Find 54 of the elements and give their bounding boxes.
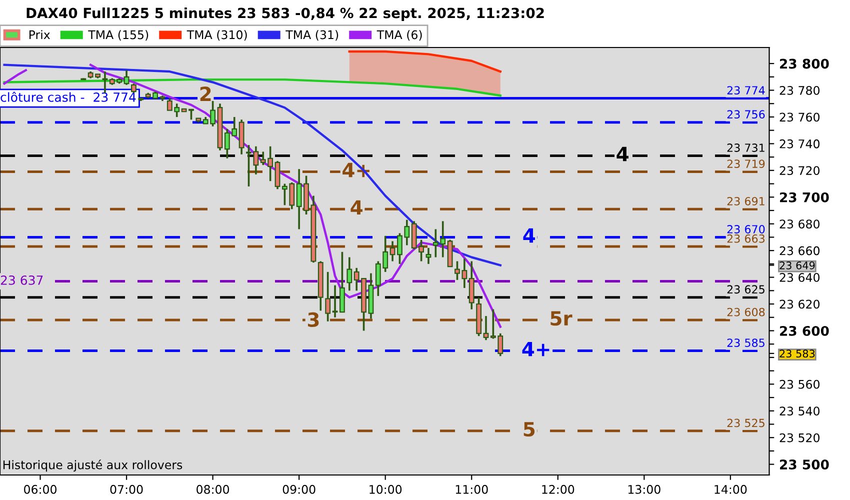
y-tick-label: 23 760 [780, 112, 820, 122]
y-tick-label: 23 680 [780, 220, 820, 228]
y-tick-label: 23 520 [780, 433, 820, 442]
x-tick-label: 13:00 [628, 484, 660, 494]
y-tick-label: 23 660 [780, 246, 820, 256]
annotation: 4 [350, 200, 362, 215]
y-tick-label: 23 583 [780, 350, 815, 358]
ref-line-label: 23 663 [727, 234, 765, 243]
y-tick-label: 23 540 [780, 406, 820, 416]
y-tick-label: 23 600 [780, 326, 829, 336]
annotation: 2 [200, 86, 211, 101]
annotation: 5 [524, 422, 535, 437]
legend-label: TMA (31) [286, 30, 338, 41]
ref-line-label: 23 756 [727, 110, 765, 119]
ref-line-label: 23 525 [727, 418, 764, 428]
annotation: Historique ajusté aux rollovers [3, 460, 182, 472]
x-tick-label: 11:00 [456, 484, 488, 494]
ref-line-label: 23 625 [727, 285, 764, 294]
y-tick-label: 23 700 [780, 192, 829, 202]
y-tick-label: 23 640 [780, 273, 820, 282]
ref-line-label: 23 719 [727, 160, 765, 168]
x-tick-label: 06:00 [24, 484, 56, 494]
ref-line-label: 23 670 [727, 225, 765, 234]
x-tick-label: 09:00 [282, 484, 316, 494]
x-tick-label: 08:00 [196, 484, 230, 494]
y-tick-label: 23 800 [780, 58, 829, 69]
legend-label: TMA (6) [376, 30, 422, 41]
y-tick-label: 23 720 [780, 166, 820, 176]
y-tick-label: 23 560 [780, 380, 820, 389]
x-tick-label: 10:00 [370, 484, 402, 494]
annotation: clôture cash - 23 774 [0, 92, 136, 102]
y-tick-label: 23 740 [780, 139, 820, 148]
ref-line-label: 23 585 [727, 338, 764, 347]
y-tick-label: 23 500 [780, 460, 829, 470]
chart-title: DAX40 Full1225 5 minutes 23 583 -0,84 % 22 sept. 2025, 11:23:02 [26, 8, 544, 21]
legend-label: TMA (310) [186, 30, 247, 41]
ref-line-label: 23 608 [727, 308, 765, 316]
annotation: 4+ [522, 342, 550, 356]
ref-line-label: 23 774 [727, 86, 765, 95]
x-tick-label: 07:00 [110, 484, 143, 494]
ref-line-label: 23 691 [727, 196, 764, 206]
x-tick-label: 12:00 [542, 484, 574, 494]
x-tick-label: 14:00 [714, 484, 747, 494]
legend-label: Prix [29, 30, 50, 40]
ref-line-label: 23 731 [727, 144, 764, 152]
annotation: 3 [308, 312, 319, 328]
legend-label: TMA (155) [88, 30, 148, 41]
annotation: 4 [616, 146, 628, 162]
y-tick-label: 23 649 [780, 261, 815, 270]
annotation: 5r [550, 311, 572, 326]
annotation: 23 637 [0, 275, 43, 285]
y-tick-label: 23 620 [780, 300, 820, 309]
annotation: 4 [523, 228, 535, 243]
y-tick-label: 23 780 [780, 86, 820, 95]
